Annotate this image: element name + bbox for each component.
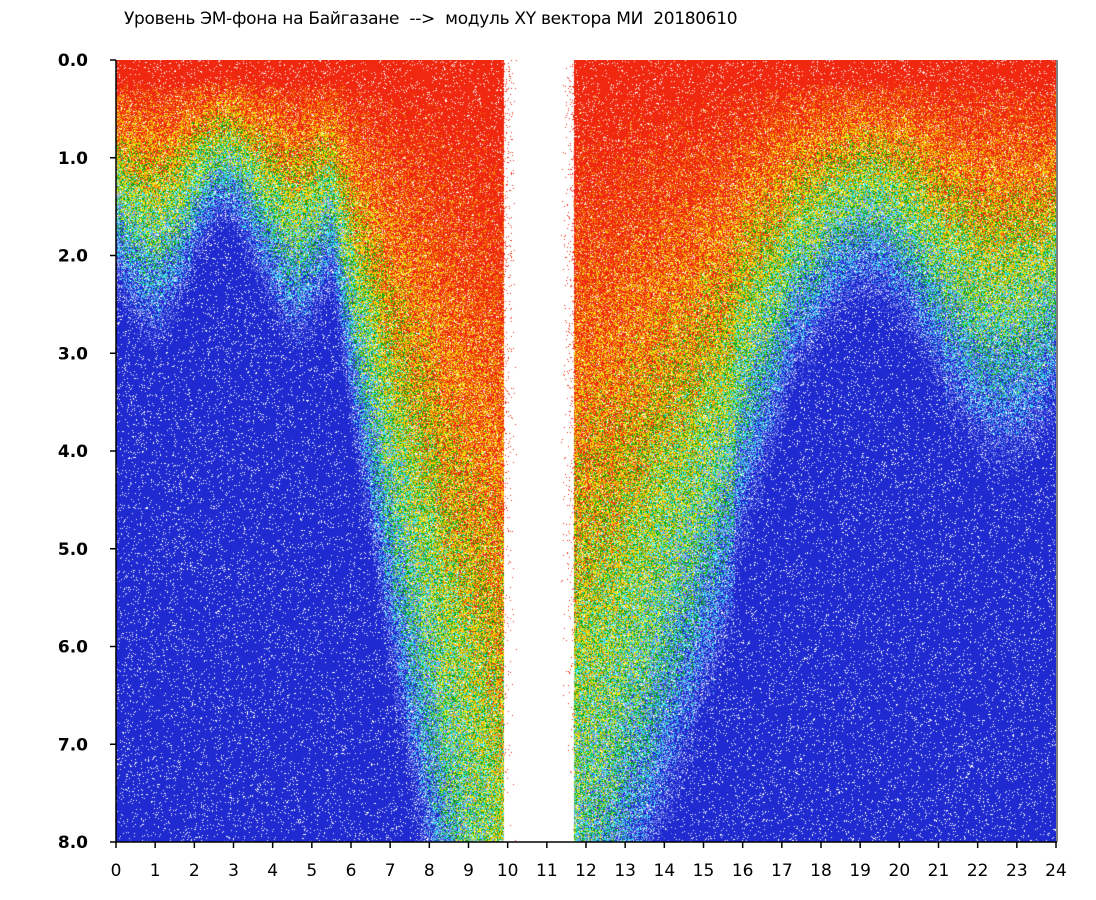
y-tick-label: 8.0	[58, 833, 88, 853]
x-tick-label: 11	[536, 861, 558, 881]
y-tick-label: 2.0	[58, 247, 88, 267]
x-tick-label: 6	[346, 861, 357, 881]
x-tick-label: 4	[267, 861, 278, 881]
x-tick-label: 10	[497, 861, 519, 881]
y-tick-label: 0.0	[58, 51, 88, 71]
x-tick-label: 15	[693, 861, 715, 881]
x-tick-label: 24	[1045, 861, 1067, 881]
x-tick-label: 18	[810, 861, 832, 881]
y-tick-label: 5.0	[58, 540, 88, 560]
x-tick-label: 7	[385, 861, 396, 881]
y-tick-label: 4.0	[58, 442, 88, 462]
x-tick-label: 8	[424, 861, 435, 881]
x-tick-label: 0	[111, 861, 122, 881]
x-tick-label: 12	[575, 861, 597, 881]
y-ticks: 0.0 1.0 2.0 3.0 4.0 5.0 6.0 7.0 8.0	[58, 51, 116, 853]
x-tick-label: 1	[150, 861, 161, 881]
chart-title: Уровень ЭМ-фона на Байгазане --> модуль …	[124, 9, 738, 29]
x-tick-label: 16	[732, 861, 754, 881]
x-tick-label: 13	[614, 861, 636, 881]
x-ticks: 0 1 2 3 4 5 6 7 8 9 10 11 12 13 14 15 16 17 18 19 20 21 22 23 24	[111, 842, 1067, 881]
y-tick-label: 3.0	[58, 344, 88, 364]
x-tick-label: 2	[189, 861, 200, 881]
x-tick-label: 5	[306, 861, 317, 881]
x-tick-label: 17	[771, 861, 793, 881]
heatmap-image	[116, 60, 1056, 842]
x-tick-label: 21	[928, 861, 950, 881]
x-tick-label: 3	[228, 861, 239, 881]
x-tick-label: 14	[654, 861, 676, 881]
y-tick-label: 7.0	[58, 735, 88, 755]
x-tick-label: 19	[849, 861, 871, 881]
x-tick-label: 23	[1006, 861, 1028, 881]
plot-area	[116, 60, 1056, 842]
y-tick-label: 1.0	[58, 149, 88, 169]
x-tick-label: 20	[889, 861, 911, 881]
y-tick-label: 6.0	[58, 638, 88, 658]
x-tick-label: 9	[463, 861, 474, 881]
x-tick-label: 22	[967, 861, 989, 881]
